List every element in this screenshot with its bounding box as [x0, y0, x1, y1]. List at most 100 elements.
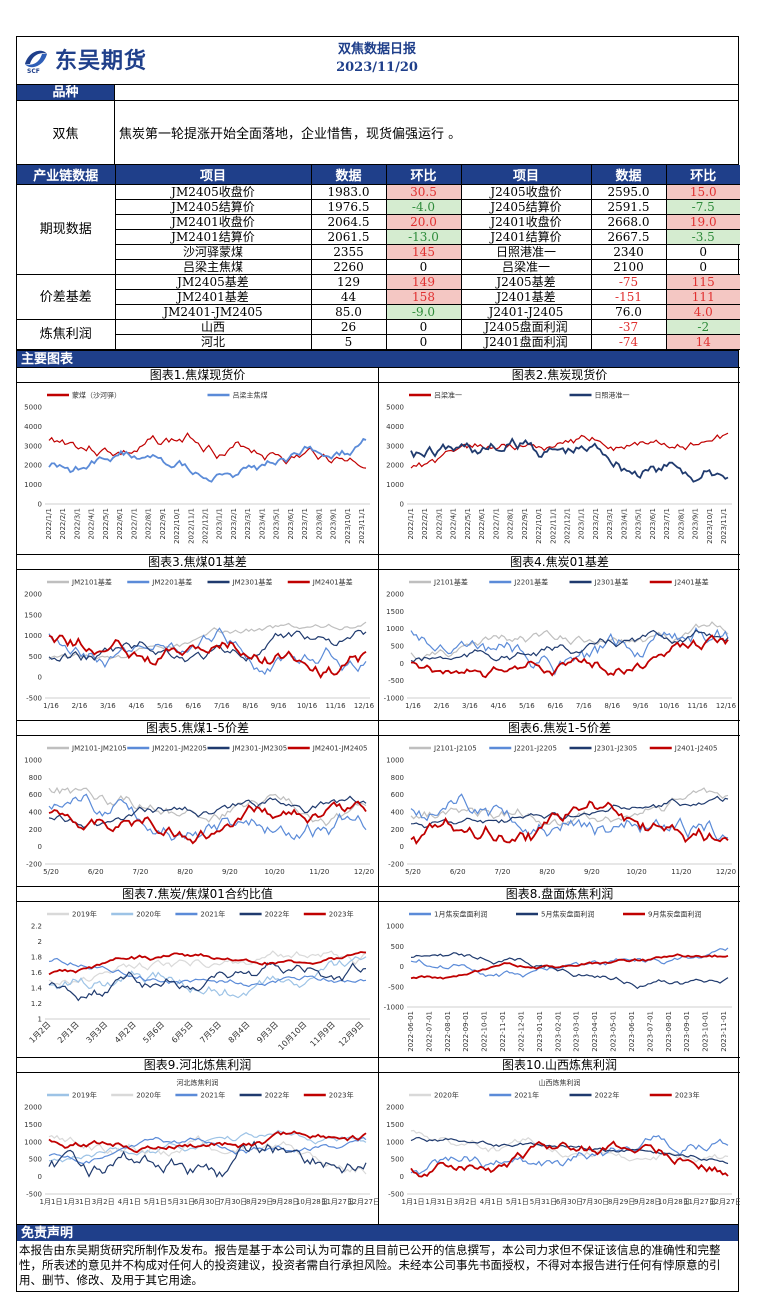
industry-data-table: 产业链数据 项目 数据 环比 项目 数据 环比 期现数据 JM2405收盘价 198… — [17, 165, 740, 350]
table-cell: 149 — [385, 274, 462, 290]
x-tick-label: 2023/1/1 — [578, 508, 586, 539]
x-tick-label: 2/16 — [72, 702, 88, 710]
y-tick-label: 1.2 — [31, 1000, 42, 1008]
table-cell: J2401结算价 — [460, 229, 592, 245]
legend-label: J2301基差 — [594, 578, 629, 587]
table-cell: JM2405收盘价 — [114, 184, 312, 200]
table-cell: 2667.5 — [590, 229, 667, 245]
table-cell: 0 — [665, 259, 740, 275]
x-tick-label: 2023/7/1 — [663, 508, 671, 539]
chart-svg: J2101基差 J2201基差 J2301基差 J2401基差 2000 1500 1000… — [384, 578, 737, 711]
company-logo: SCF 东吴期货 — [21, 43, 147, 75]
x-tick-label: 2022-10-01 — [481, 1011, 489, 1052]
table-header-cell: 产业链数据 — [17, 165, 116, 185]
series-line — [48, 437, 367, 483]
legend-label: 2021年 — [200, 910, 225, 919]
chart-svg: 山西炼焦利润 2020年 2021年 2022年 2023年 2000 1500 1000 50… — [386, 1078, 740, 1206]
y-tick-label: 0 — [400, 963, 404, 971]
series-line — [410, 1140, 729, 1178]
legend-label: 2020年 — [434, 1091, 459, 1100]
x-tick-label: 11/16 — [325, 702, 346, 710]
y-tick-label: 1500 — [386, 1121, 404, 1129]
series-line — [48, 432, 367, 469]
y-tick-label: 0 — [38, 501, 42, 509]
x-tick-label: 2/16 — [434, 702, 450, 710]
x-tick-label: 11/20 — [671, 868, 691, 876]
x-tick-label: 2023/6/1 — [649, 508, 657, 539]
legend-label: J2201-J2205 — [513, 745, 557, 753]
chart-panel: 图表8.盘面炼焦利润 1月焦炭盘面利润 5月焦炭盘面利润 9月焦炭盘面利润 1000 50… — [379, 886, 740, 1057]
legend-label: JM2201-JM2205 — [151, 745, 207, 753]
x-tick-label: 2022/4/1 — [450, 508, 458, 539]
x-tick-label: 6/16 — [185, 702, 201, 710]
y-tick-label: 0 — [38, 843, 42, 851]
table-header-row: 产业链数据 项目 数据 环比 项目 数据 环比 — [17, 165, 740, 185]
legend-label: 2019年 — [72, 1091, 97, 1100]
x-tick-label: 2022/12/1 — [202, 508, 210, 544]
chart-svg: JM2101基差 JM2201基差 JM2301基差 JM2401基差 2000 1500… — [24, 578, 374, 711]
x-tick-label: 6/20 — [450, 868, 466, 876]
x-tick-label: 2022-12-01 — [517, 1011, 525, 1052]
x-tick-label: 4月2日 — [113, 1020, 138, 1045]
legend-label: 2020年 — [136, 910, 161, 919]
chart-title: 图表10.山西炼焦利润 — [379, 1058, 740, 1073]
x-tick-label: 7/20 — [133, 868, 149, 876]
x-tick-label: 12/16 — [716, 702, 737, 710]
table-row: 价差基差 JM2405基差 129 149 J2405基差 -75 115 — [17, 274, 740, 320]
x-tick-label: 2023/3/1 — [244, 508, 252, 539]
x-tick-label: 2023-01-01 — [536, 1011, 544, 1052]
x-tick-label: 2023/1/1 — [216, 508, 224, 539]
x-tick-label: 5月31日 — [168, 1198, 195, 1206]
table-cell: 2340 — [590, 244, 667, 260]
logo-icon: SCF — [21, 44, 51, 75]
x-tick-label: 12月27日 — [348, 1198, 378, 1206]
x-tick-label: 2022/10/1 — [173, 508, 181, 544]
y-tick-label: 1000 — [24, 757, 42, 765]
table-cell: JM2401基差 — [115, 289, 312, 305]
series-line — [410, 626, 729, 676]
table-cell: 山西 — [114, 319, 312, 335]
x-tick-label: 5月1日 — [506, 1198, 529, 1206]
chart-panel: 图表10.山西炼焦利润 山西炼焦利润 2020年 2021年 2022年 2023年 200… — [379, 1057, 740, 1224]
table-cell: JM2401-JM2405 — [115, 304, 312, 320]
x-tick-label: 6/20 — [88, 868, 104, 876]
x-tick-label: 2023/9/1 — [692, 508, 700, 539]
variety-comment: 焦炭第一轮提涨开始全面落地，企业惜售，现货偏强运行 。 — [119, 127, 462, 142]
x-tick-label: 8月29日 — [246, 1198, 273, 1206]
legend-label: 9月焦炭盘面利润 — [648, 910, 701, 919]
table-cell: 129 — [310, 274, 387, 290]
table-cell: 吕梁准一 — [460, 259, 592, 275]
y-tick-label: 2000 — [386, 462, 404, 470]
table-cell: 0 — [665, 244, 740, 260]
y-tick-label: 0 — [400, 843, 404, 851]
x-tick-label: 10/20 — [626, 868, 646, 876]
table-cell: -7.5 — [665, 199, 740, 215]
chart-panel: 图表5.焦煤1-5价差 JM2101-JM2105 JM2201-JM2205 JM2… — [17, 720, 379, 886]
x-tick-label: 11月9日 — [308, 1020, 336, 1048]
table-cell: 20.0 — [385, 214, 462, 230]
table-cell: 1976.5 — [310, 199, 387, 215]
table-cell: -2 — [665, 319, 740, 335]
y-tick-label: 4000 — [24, 423, 42, 431]
table-cell: J2405基差 — [460, 274, 592, 290]
y-tick-label: -200 — [26, 861, 42, 869]
x-tick-label: 5/16 — [157, 702, 173, 710]
table-cell: 日照港准一 — [460, 244, 592, 260]
chart-panel: 图表4.焦炭01基差 J2101基差 J2201基差 J2301基差 J2401基差 20… — [379, 554, 740, 720]
x-tick-label: 3月2日 — [454, 1198, 477, 1206]
series-line — [48, 800, 367, 845]
series-line — [48, 951, 367, 976]
x-tick-label: 2023/11/1 — [720, 508, 728, 544]
table-cell: 2668.0 — [590, 214, 667, 230]
legend-label: JM2201基差 — [151, 578, 192, 587]
chart-svg: 蒙煤（沙河驿） 吕梁主焦煤 5000 4000 3000 2000 1000 02022/1/… — [24, 391, 370, 544]
chart-title: 图表7.焦炭/焦煤01合约比值 — [17, 887, 378, 902]
logo-text: 东吴期货 — [55, 49, 148, 74]
y-tick-label: 600 — [29, 791, 42, 799]
legend-label: JM2401-JM2405 — [312, 745, 368, 753]
table-cell: 2061.5 — [310, 229, 387, 245]
x-tick-label: 2022/9/1 — [159, 508, 167, 539]
chart-subtitle: 山西炼焦利润 — [539, 1078, 581, 1087]
legend-label: J2401基差 — [674, 578, 709, 587]
table-cell: J2401-J2405 — [460, 304, 592, 320]
